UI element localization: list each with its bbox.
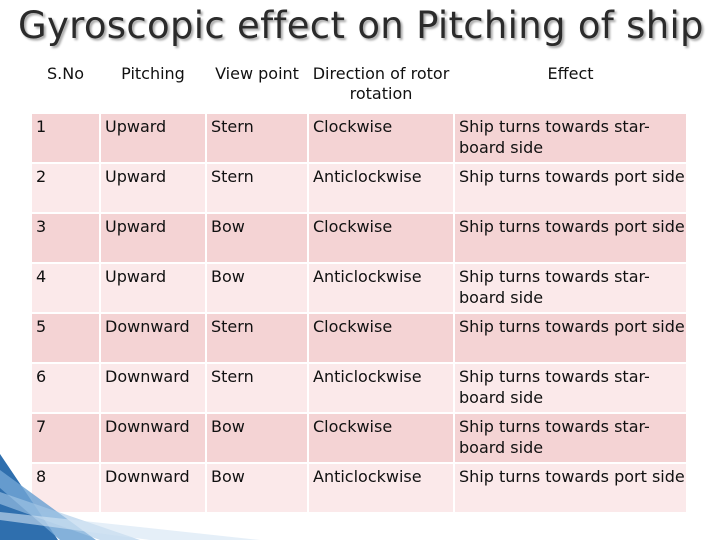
cell-rotor-direction: Anticlockwise [307,462,455,514]
cell-view-point: Bow [205,462,309,514]
table-row: 6 Downward Stern Anticlockwise Ship turns to… [30,362,688,414]
header-view-point: View point [205,59,309,114]
cell-effect: Ship turns towards port side [453,162,688,214]
cell-view-point: Stern [205,312,309,364]
cell-view-point: Bow [205,412,309,464]
table-row: 3 Upward Bow Clockwise Ship turns towards po… [30,212,688,264]
table-row: 4 Upward Bow Anticlockwise Ship turns toward… [30,262,688,314]
cell-pitching: Downward [99,412,207,464]
cell-sno: 5 [30,312,101,364]
cell-rotor-direction: Clockwise [307,312,455,364]
cell-sno: 3 [30,212,101,264]
cell-pitching: Downward [99,462,207,514]
cell-sno: 4 [30,262,101,314]
cell-rotor-direction: Clockwise [307,212,455,264]
cell-effect: Ship turns towards star-board side [453,412,688,464]
cell-effect: Ship turns towards port side [453,212,688,264]
cell-view-point: Stern [205,162,309,214]
table-row: 1 Upward Stern Clockwise Ship turns towards … [30,112,688,164]
corner-swoosh-mist [0,512,260,540]
cell-view-point: Bow [205,262,309,314]
cell-view-point: Stern [205,112,309,164]
cell-effect: Ship turns towards star-board side [453,112,688,164]
cell-effect: Ship turns towards port side [453,312,688,364]
table-row: 2 Upward Stern Anticlockwise Ship turns towa… [30,162,688,214]
cell-pitching: Upward [99,162,207,214]
cell-pitching: Upward [99,112,207,164]
table-row: 7 Downward Bow Clockwise Ship turns towards … [30,412,688,464]
cell-rotor-direction: Clockwise [307,412,455,464]
cell-rotor-direction: Anticlockwise [307,162,455,214]
cell-pitching: Upward [99,262,207,314]
header-pitching: Pitching [99,59,207,114]
cell-sno: 1 [30,112,101,164]
table-header-row: S.No Pitching View point Direction of ro… [30,59,688,114]
cell-pitching: Downward [99,312,207,364]
cell-effect: Ship turns towards port side [453,462,688,514]
header-sno: S.No [30,59,101,114]
cell-effect: Ship turns towards star-board side [453,362,688,414]
cell-sno: 6 [30,362,101,414]
cell-sno: 2 [30,162,101,214]
header-effect: Effect [453,59,688,114]
table-row: 8 Downward Bow Anticlockwise Ship turns towa… [30,462,688,514]
cell-sno: 7 [30,412,101,464]
cell-pitching: Upward [99,212,207,264]
cell-view-point: Bow [205,212,309,264]
cell-effect: Ship turns towards star-board side [453,262,688,314]
cell-rotor-direction: Clockwise [307,112,455,164]
page-title: Gyroscopic effect on Pitching of ship [18,4,704,47]
table-row: 5 Downward Stern Clockwise Ship turns toward… [30,312,688,364]
data-table: S.No Pitching View point Direction of ro… [30,59,688,514]
cell-rotor-direction: Anticlockwise [307,362,455,414]
corner-decoration [0,454,260,540]
header-rotor-direction: Direction of rotor rotation [307,59,455,114]
cell-view-point: Stern [205,362,309,414]
cell-pitching: Downward [99,362,207,414]
cell-rotor-direction: Anticlockwise [307,262,455,314]
